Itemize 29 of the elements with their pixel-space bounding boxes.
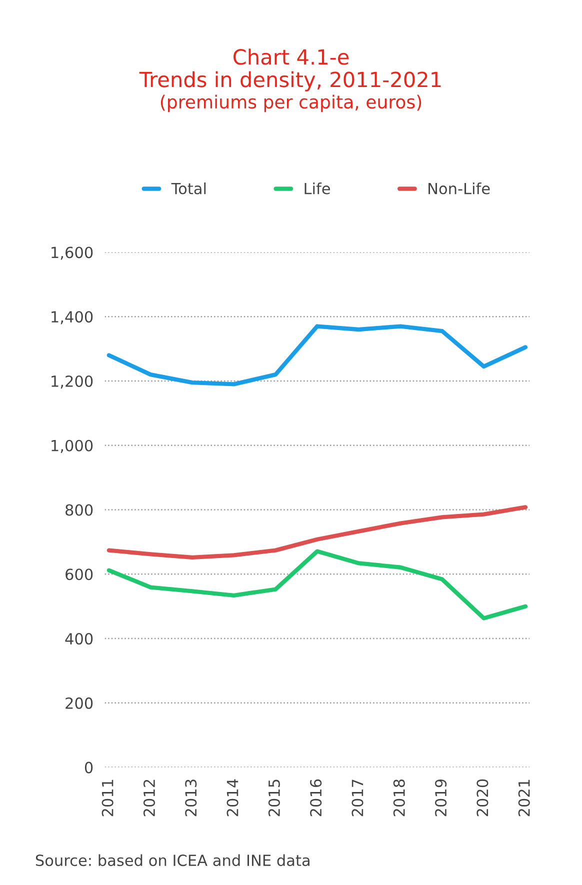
legend-label: Life [304, 182, 330, 194]
y-tick-label: 1,200 [52, 375, 93, 389]
x-tick-label: 2012 [143, 780, 156, 816]
y-tick-label: 1,000 [52, 440, 93, 453]
x-tick-label: 2017 [352, 780, 364, 816]
line-series [106, 324, 528, 386]
legend-label: Total [171, 182, 206, 194]
y-tick-label: 600 [66, 568, 93, 580]
y-tick-label: 1,600 [52, 246, 93, 260]
x-tick-label: 2019 [435, 779, 447, 816]
chart-title: Chart 4.1-e Trends in density, 2011-2021 [139, 48, 441, 92]
y-tick-label: 200 [66, 697, 93, 709]
line-series [106, 549, 528, 620]
x-tick-label: 2021 [518, 780, 530, 816]
x-tick-label: 2020 [476, 779, 488, 816]
x-tick-label: 2014 [226, 779, 238, 816]
y-tick-label: 800 [66, 504, 93, 516]
y-tick-label: 400 [65, 632, 93, 645]
x-tick-label: 2016 [310, 779, 322, 816]
chart-subtitle: (premiums per capita, euros) [160, 94, 422, 112]
y-tick-label: 0 [84, 762, 93, 774]
x-tick-label: 2018 [393, 779, 405, 816]
x-tick-label: 2011 [102, 780, 114, 816]
x-tick-label: 2013 [185, 780, 197, 816]
x-tick-label: 2015 [268, 780, 280, 816]
y-tick-label: 1,400 [52, 311, 93, 324]
source-note: Source: based on ICEA and INE data [36, 854, 310, 866]
line-series [106, 505, 528, 560]
legend-label: Non-Life [428, 182, 490, 194]
